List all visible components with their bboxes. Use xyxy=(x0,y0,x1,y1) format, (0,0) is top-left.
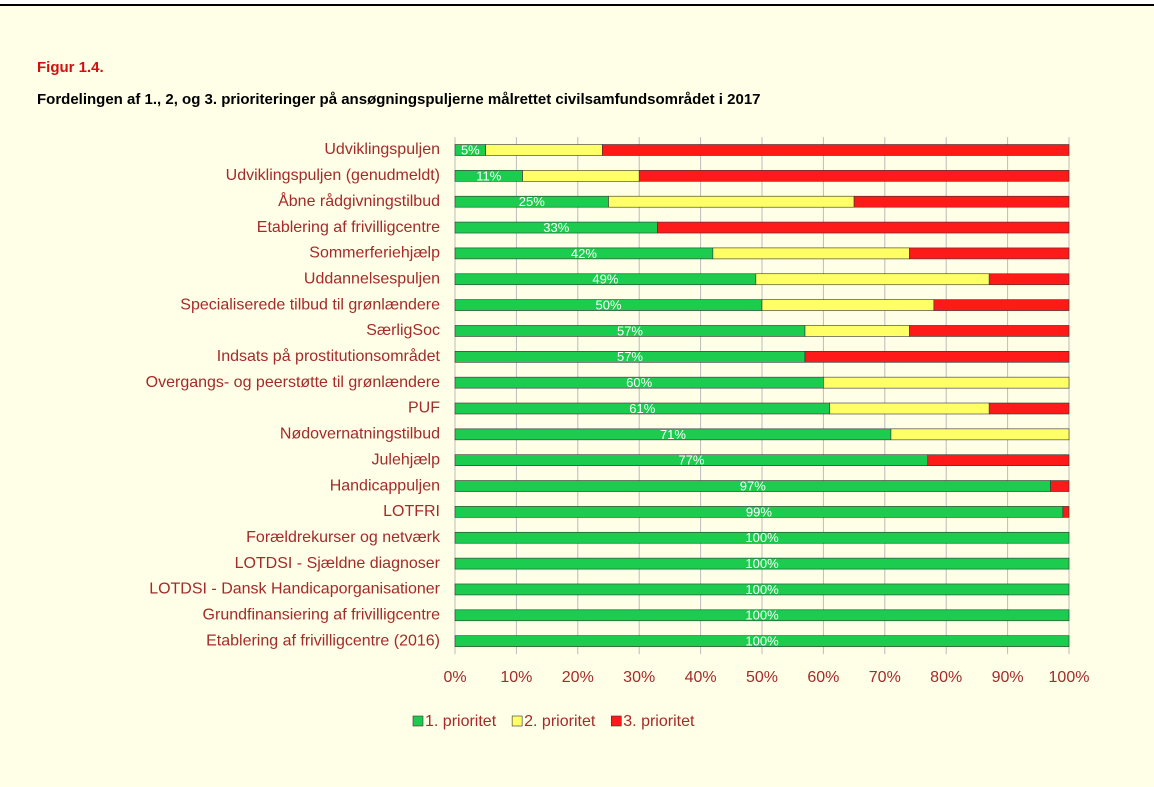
data-label: 60% xyxy=(626,375,652,390)
y-tick-label: Grundfinansiering af frivilligcentre xyxy=(203,607,441,624)
x-tick-label: 80% xyxy=(930,669,962,686)
bar-segment xyxy=(909,325,1070,337)
data-label: 25% xyxy=(519,194,545,209)
x-tick-label: 90% xyxy=(992,669,1024,686)
bar-segment xyxy=(890,428,1070,441)
bar-segment xyxy=(853,195,1070,208)
data-label: 77% xyxy=(678,453,704,468)
x-tick-label: 60% xyxy=(807,669,839,686)
data-label: 5% xyxy=(461,142,480,157)
data-label: 33% xyxy=(543,220,569,235)
data-label: 57% xyxy=(617,323,643,338)
y-tick-label: Åbne rådgivningstilbud xyxy=(278,191,440,210)
bar-segment xyxy=(485,144,603,156)
bar-segment xyxy=(638,170,1070,182)
x-tick-label: 10% xyxy=(500,669,532,686)
y-tick-label: Overgangs- og peerstøtte til grønlændere xyxy=(146,374,440,391)
bar-segment xyxy=(1050,480,1070,492)
x-tick-label: 30% xyxy=(623,669,655,686)
y-tick-label: Handicappuljen xyxy=(330,477,440,494)
bar-segment xyxy=(829,402,990,415)
data-label: 57% xyxy=(617,349,643,364)
bar-segment xyxy=(927,454,1070,467)
y-tick-label: Etablering af frivilligcentre xyxy=(257,219,440,236)
data-label: 100% xyxy=(745,556,779,571)
y-tick-label: SærligSoc xyxy=(366,322,440,339)
data-label: 49% xyxy=(592,272,618,287)
bar-segment xyxy=(804,350,1070,363)
legend-label: 2. prioritet xyxy=(524,713,596,730)
bar-segment xyxy=(608,195,855,208)
bar-segment xyxy=(755,273,990,286)
y-tick-label: PUF xyxy=(408,400,440,417)
data-label: 100% xyxy=(745,530,779,545)
x-tick-label: 20% xyxy=(562,669,594,686)
bar-segment xyxy=(454,557,1070,570)
y-tick-label: LOTDSI - Sjældne diagnoser xyxy=(235,555,441,572)
y-tick-label: Etablering af frivilligcentre (2016) xyxy=(206,632,440,649)
y-tick-label: Udviklingspuljen (genudmeldt) xyxy=(226,167,440,184)
legend-label: 1. prioritet xyxy=(425,713,497,730)
y-tick-label: Uddannelsespuljen xyxy=(304,270,440,287)
y-tick-label: LOTDSI - Dansk Handicaporganisationer xyxy=(149,581,440,598)
y-tick-label: Specialiserede tilbud til grønlændere xyxy=(180,296,440,313)
data-label: 97% xyxy=(740,478,766,493)
background xyxy=(0,6,1154,787)
y-tick-label: Forældrekurser og netværk xyxy=(246,529,441,546)
data-label: 100% xyxy=(745,582,779,597)
data-label: 99% xyxy=(746,504,772,519)
data-label: 50% xyxy=(595,298,621,313)
x-tick-label: 70% xyxy=(869,669,901,686)
y-tick-label: Nødovernatningstilbud xyxy=(280,426,440,443)
y-tick-label: Julehjælp xyxy=(372,451,441,468)
bar-segment xyxy=(454,609,1070,622)
x-tick-label: 0% xyxy=(443,669,466,686)
data-label: 100% xyxy=(745,634,779,649)
bar-segment xyxy=(454,635,1070,647)
y-tick-label: Indsats på prostitutionsområdet xyxy=(217,347,441,365)
data-label: 61% xyxy=(629,401,655,416)
y-tick-label: LOTFRI xyxy=(383,503,440,520)
x-tick-label: 50% xyxy=(746,669,778,686)
y-tick-label: Udviklingspuljen xyxy=(324,141,440,158)
legend-swatch xyxy=(511,715,523,727)
data-label: 42% xyxy=(571,246,597,261)
bar-segment xyxy=(988,402,1070,415)
y-tick-label: Sommerferiehjælp xyxy=(309,245,440,262)
chart-title: Fordelingen af 1., 2, og 3. prioritering… xyxy=(37,91,761,108)
data-label: 11% xyxy=(476,168,501,183)
x-tick-label: 100% xyxy=(1049,669,1090,686)
figure-label: Figur 1.4. xyxy=(37,59,104,76)
data-label: 100% xyxy=(745,608,779,623)
bar-segment xyxy=(1062,506,1070,518)
bar-segment xyxy=(909,247,1070,260)
bar-segment xyxy=(804,325,910,337)
bar-segment xyxy=(988,273,1070,286)
bar-segment xyxy=(761,299,935,311)
bar-segment xyxy=(657,221,1070,234)
data-label: 71% xyxy=(660,427,686,442)
legend-swatch xyxy=(412,715,424,727)
legend-swatch xyxy=(610,715,622,727)
bar-segment xyxy=(522,170,640,182)
bar-segment xyxy=(454,583,1070,596)
bar-segment xyxy=(712,247,910,260)
bar-segment xyxy=(933,299,1070,311)
bar-segment xyxy=(602,144,1070,156)
bar-segment xyxy=(823,376,1070,389)
x-tick-label: 40% xyxy=(685,669,717,686)
legend-label: 3. prioritet xyxy=(623,713,695,730)
bar-segment xyxy=(454,531,1070,544)
